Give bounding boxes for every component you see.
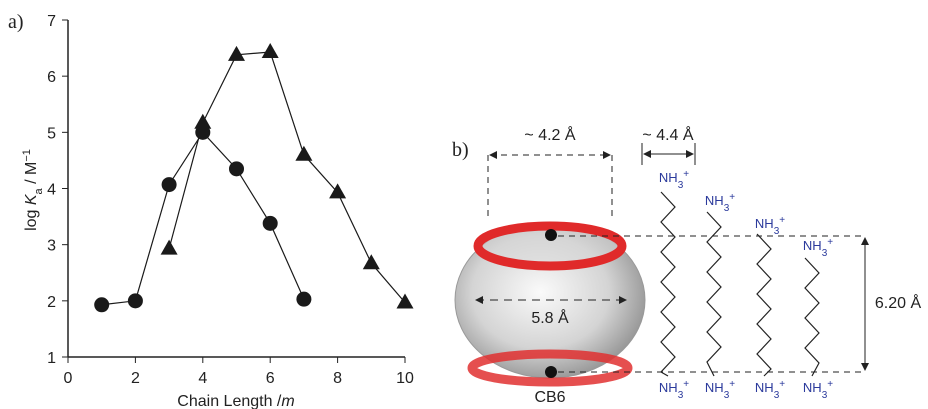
cb6-diagram: ~ 4.2 Å ~ 4.4 Å 5.8 Å 6.20 Å CB6 NH3+NH3…	[455, 125, 921, 406]
label-part: NH	[755, 216, 774, 231]
y-axis-label: log Ka / M−1	[21, 149, 45, 231]
x-tick-label: 8	[333, 370, 342, 387]
y-tick-label: 4	[47, 182, 56, 199]
x-tick-label: 4	[198, 370, 207, 387]
ammonium-label: NH3+	[659, 169, 689, 191]
panel-label: b)	[452, 139, 469, 161]
label-part: +	[779, 379, 785, 390]
dimension-label: ~ 4.2 Å	[524, 125, 575, 144]
label-part: 3	[774, 226, 780, 237]
ammonium-label: NH3+	[803, 237, 833, 259]
ammonium-label: NH3+	[659, 379, 689, 401]
x-tick-label: 0	[64, 370, 73, 387]
ammonium-label: NH3+	[755, 379, 785, 401]
ammonium-label: NH3+	[803, 379, 833, 401]
x-tick-label: 6	[266, 370, 275, 387]
label-part: NH	[659, 170, 678, 185]
y-tick-label: 7	[47, 13, 56, 30]
data-point	[161, 240, 178, 255]
y-tick-label: 2	[47, 294, 56, 311]
label-part: m	[281, 393, 294, 409]
label-part: 3	[678, 180, 684, 191]
dimension-label: 5.8 Å	[531, 308, 569, 327]
data-point	[94, 297, 109, 312]
data-point	[228, 46, 245, 61]
x-tick-label: 2	[131, 370, 140, 387]
label-part: NH	[803, 238, 822, 253]
data-point	[263, 216, 278, 231]
label-part: NH	[755, 380, 774, 395]
label-part: +	[729, 192, 735, 203]
alkyl-chain	[805, 258, 819, 376]
label-part: 3	[724, 203, 730, 214]
data-point	[229, 161, 244, 176]
label-part: Chain Length /	[177, 393, 282, 409]
ammonium-label: NH3+	[705, 192, 735, 214]
alkyl-chain	[661, 192, 675, 376]
label-part: +	[827, 237, 833, 248]
label-part: +	[779, 215, 785, 226]
label-part: 3	[678, 390, 684, 401]
dimension-label: 6.20 Å	[875, 293, 922, 312]
portal-dot	[545, 366, 557, 378]
alkyl-chain	[707, 212, 721, 376]
label-part: 3	[822, 248, 828, 259]
alkyl-chain	[757, 234, 771, 376]
y-tick-label: 6	[47, 69, 56, 86]
label-part: +	[683, 379, 689, 390]
label-part: NH	[705, 193, 724, 208]
label-part: 3	[822, 390, 828, 401]
data-point	[194, 114, 211, 129]
ammonium-label: NH3+	[755, 215, 785, 237]
label-part: NH	[803, 380, 822, 395]
dimension-label: ~ 4.4 Å	[642, 125, 693, 144]
ammonium-label: NH3+	[705, 379, 735, 401]
label-part: −1	[21, 149, 33, 162]
panel-label: a)	[8, 11, 24, 33]
label-part: log	[23, 205, 40, 231]
data-point	[128, 293, 143, 308]
label-part: +	[683, 169, 689, 180]
label-part: +	[729, 379, 735, 390]
data-point	[262, 43, 279, 58]
portal-dot	[545, 229, 557, 241]
x-tick-label: 10	[396, 370, 414, 387]
figure: a) b) ~ 4.2 Å ~ 4.4 Å 5.8 Å 6.20 Å CB6 N…	[0, 0, 928, 409]
data-point	[295, 146, 312, 161]
label-part: 3	[724, 390, 730, 401]
y-tick-label: 5	[47, 125, 56, 142]
data-point	[162, 177, 177, 192]
x-axis-label: Chain Length /m	[177, 393, 294, 409]
y-tick-label: 1	[47, 350, 56, 367]
data-point	[363, 254, 380, 269]
label-part: NH	[659, 380, 678, 395]
label-part: +	[827, 379, 833, 390]
data-point	[296, 292, 311, 307]
host-label: CB6	[534, 389, 565, 406]
label-part: 3	[774, 390, 780, 401]
y-tick-label: 3	[47, 238, 56, 255]
label-part: NH	[705, 380, 724, 395]
label-part: / M	[23, 162, 40, 189]
